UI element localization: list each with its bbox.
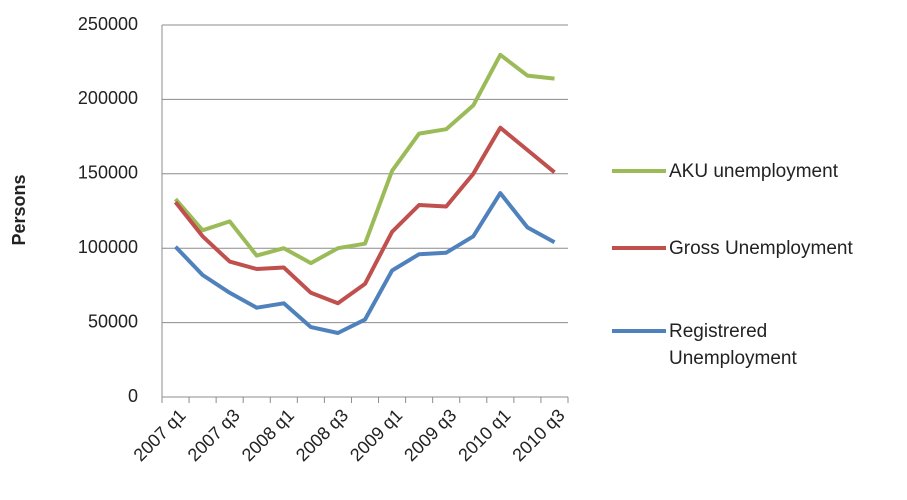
y-tick-label: 100000 [78, 237, 138, 257]
x-tick-label: 2008 q3 [292, 405, 352, 465]
legend-item: Registrered Unemployment [612, 318, 884, 372]
legend-swatch [612, 329, 666, 333]
y-tick-label: 50000 [88, 311, 138, 331]
series-line [173, 125, 556, 306]
y-tick-label: 200000 [78, 88, 138, 108]
x-tick-label: 2007 q1 [130, 405, 190, 465]
legend-swatch [612, 246, 666, 250]
y-tick-label: 0 [128, 386, 138, 406]
x-tick-label: 2009 q1 [346, 405, 406, 465]
legend-label: Registrered Unemployment [669, 321, 797, 369]
legend-swatch [612, 169, 666, 173]
x-tick-label: 2010 q3 [508, 405, 568, 465]
legend-label: AKU unemployment [669, 161, 838, 182]
x-tick-label: 2007 q3 [184, 405, 244, 465]
y-axis-label: Persons [9, 174, 29, 245]
y-tick-label: 150000 [78, 163, 138, 183]
series-line [173, 52, 555, 266]
legend-label: Gross Unemployment [669, 238, 853, 259]
series-line [174, 191, 556, 335]
x-tick-label: 2010 q1 [454, 405, 514, 465]
legend-item: AKU unemployment [612, 158, 884, 185]
x-tick-label: 2009 q3 [400, 405, 460, 465]
y-tick-label: 250000 [78, 14, 138, 34]
legend-item: Gross Unemployment [612, 235, 884, 262]
x-tick-label: 2008 q1 [238, 405, 298, 465]
